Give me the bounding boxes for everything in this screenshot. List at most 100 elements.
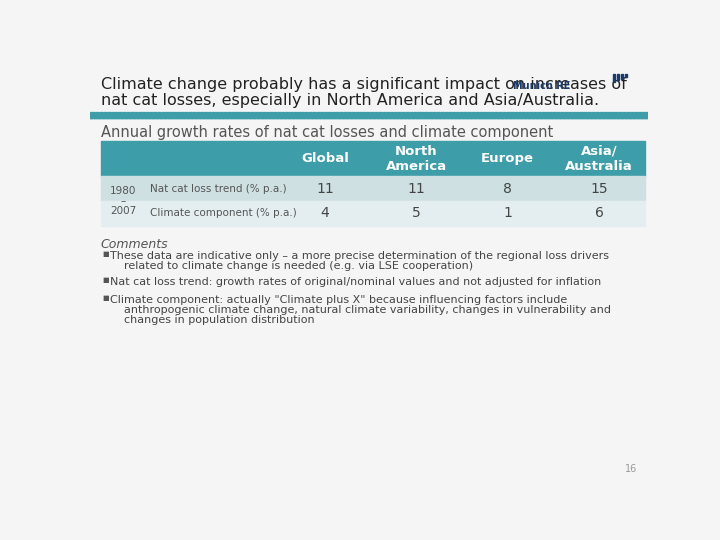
Polygon shape	[551, 112, 560, 119]
Polygon shape	[443, 112, 452, 119]
Polygon shape	[342, 112, 351, 119]
Text: nat cat losses, especially in North America and Asia/Australia.: nat cat losses, especially in North Amer…	[101, 92, 599, 107]
Polygon shape	[218, 112, 228, 119]
Text: changes in population distribution: changes in population distribution	[124, 315, 315, 325]
Polygon shape	[238, 112, 246, 119]
Polygon shape	[435, 112, 444, 119]
Polygon shape	[253, 112, 262, 119]
Text: 1: 1	[503, 206, 512, 220]
Polygon shape	[113, 112, 122, 119]
Polygon shape	[168, 112, 177, 119]
Text: Munich RE: Munich RE	[513, 81, 570, 91]
Text: 5: 5	[412, 206, 420, 220]
Polygon shape	[144, 112, 153, 119]
Bar	[613, 74, 616, 82]
Polygon shape	[466, 112, 475, 119]
Polygon shape	[555, 112, 564, 119]
Polygon shape	[307, 112, 316, 119]
Polygon shape	[230, 112, 239, 119]
Polygon shape	[648, 112, 657, 119]
Polygon shape	[606, 112, 615, 119]
Polygon shape	[300, 112, 309, 119]
Polygon shape	[520, 112, 529, 119]
Polygon shape	[458, 112, 467, 119]
Polygon shape	[559, 112, 568, 119]
Bar	[145, 201, 279, 226]
Text: Global: Global	[301, 152, 348, 165]
Polygon shape	[361, 112, 371, 119]
Polygon shape	[156, 112, 165, 119]
Polygon shape	[82, 112, 91, 119]
Polygon shape	[137, 112, 145, 119]
Polygon shape	[125, 112, 134, 119]
Polygon shape	[206, 112, 215, 119]
Polygon shape	[152, 112, 161, 119]
Text: North
America: North America	[386, 145, 447, 173]
Polygon shape	[214, 112, 223, 119]
Text: Climate component (% p.a.): Climate component (% p.a.)	[150, 208, 297, 218]
Polygon shape	[613, 112, 622, 119]
Polygon shape	[469, 112, 479, 119]
Polygon shape	[292, 112, 301, 119]
Polygon shape	[632, 112, 642, 119]
Polygon shape	[179, 112, 189, 119]
Bar	[617, 74, 619, 80]
Polygon shape	[621, 112, 630, 119]
Bar	[101, 177, 145, 201]
Text: Asia/
Australia: Asia/ Australia	[565, 145, 633, 173]
Bar	[371, 177, 462, 201]
Polygon shape	[210, 112, 220, 119]
Polygon shape	[163, 112, 173, 119]
Polygon shape	[98, 112, 107, 119]
Polygon shape	[233, 112, 243, 119]
Text: These data are indicative only – a more precise determination of the regional lo: These data are indicative only – a more …	[110, 251, 609, 261]
Polygon shape	[400, 112, 409, 119]
Polygon shape	[369, 112, 378, 119]
Polygon shape	[222, 112, 231, 119]
Bar	[462, 201, 554, 226]
Polygon shape	[497, 112, 506, 119]
Polygon shape	[474, 112, 483, 119]
Polygon shape	[117, 112, 127, 119]
Polygon shape	[191, 112, 200, 119]
Polygon shape	[245, 112, 254, 119]
Polygon shape	[505, 112, 514, 119]
Text: anthropogenic climate change, natural climate variability, changes in vulnerabil: anthropogenic climate change, natural cl…	[124, 305, 611, 315]
Polygon shape	[617, 112, 626, 119]
Polygon shape	[357, 112, 366, 119]
Bar	[279, 141, 371, 177]
Polygon shape	[644, 112, 654, 119]
Polygon shape	[86, 112, 96, 119]
Polygon shape	[373, 112, 382, 119]
Text: Climate component: actually "Climate plus X" because influencing factors include: Climate component: actually "Climate plu…	[110, 295, 567, 305]
Polygon shape	[544, 112, 553, 119]
Polygon shape	[547, 112, 557, 119]
Polygon shape	[287, 112, 297, 119]
Bar	[621, 74, 624, 79]
Polygon shape	[199, 112, 208, 119]
Polygon shape	[513, 112, 522, 119]
Polygon shape	[323, 112, 332, 119]
Text: 1980
–
2007: 1980 – 2007	[110, 186, 137, 216]
Polygon shape	[485, 112, 495, 119]
Bar	[101, 141, 145, 177]
Text: ■: ■	[102, 295, 109, 301]
Bar	[371, 141, 462, 177]
Polygon shape	[78, 112, 88, 119]
Polygon shape	[295, 112, 305, 119]
Text: Climate change probably has a significant impact on increases of: Climate change probably has a significan…	[101, 77, 626, 92]
Polygon shape	[94, 112, 103, 119]
Polygon shape	[284, 112, 293, 119]
Polygon shape	[175, 112, 184, 119]
Polygon shape	[652, 112, 661, 119]
Text: ■: ■	[102, 278, 109, 284]
Polygon shape	[664, 112, 672, 119]
Polygon shape	[338, 112, 347, 119]
Polygon shape	[74, 112, 84, 119]
Polygon shape	[319, 112, 328, 119]
Polygon shape	[671, 112, 680, 119]
Polygon shape	[148, 112, 158, 119]
Polygon shape	[423, 112, 433, 119]
Polygon shape	[280, 112, 289, 119]
Polygon shape	[500, 112, 510, 119]
